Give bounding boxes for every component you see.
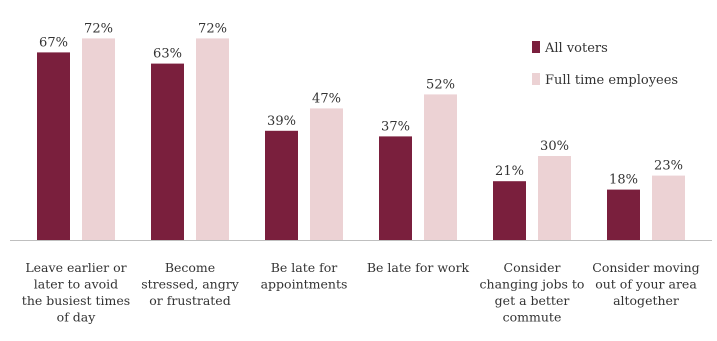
bar-full-time-employees-0 [82, 38, 115, 241]
value-label-all-voters-4: 21% [495, 164, 524, 179]
value-labels-group: 67% 72% 63% 72% 39% 47% 37% 52% 21% 30% 18% 23% [39, 21, 683, 187]
value-label-all-voters-1: 63% [153, 47, 182, 62]
value-label-full-time-employees-5: 23% [654, 159, 683, 174]
bar-all-voters-5 [607, 189, 640, 240]
value-label-full-time-employees-2: 47% [312, 91, 341, 106]
bar-all-voters-0 [37, 52, 70, 241]
legend: All voters Full time employees [532, 41, 678, 88]
bar-all-voters-4 [493, 181, 526, 240]
category-label-4: Consider changing jobs to get a better comm… [480, 260, 585, 325]
value-label-full-time-employees-4: 30% [540, 139, 569, 154]
value-label-full-time-employees-1: 72% [198, 21, 227, 36]
value-label-full-time-employees-3: 52% [426, 77, 455, 92]
bar-all-voters-2 [265, 130, 298, 240]
bar-full-time-employees-4 [538, 156, 571, 240]
category-label-3: Be late for work [367, 260, 470, 275]
bars-group [37, 38, 685, 241]
bar-all-voters-1 [151, 63, 184, 240]
bar-full-time-employees-1 [196, 38, 229, 241]
legend-label-full-time-employees: Full time employees [545, 73, 678, 88]
value-label-full-time-employees-0: 72% [84, 21, 113, 36]
category-labels-group: Leave earlier or later to avoid the busies… [22, 260, 700, 325]
value-label-all-voters-5: 18% [609, 173, 638, 188]
value-label-all-voters-0: 67% [39, 35, 68, 50]
bar-full-time-employees-3 [424, 94, 457, 241]
legend-swatch-all-voters [532, 41, 540, 53]
category-label-1: Become stressed, angry or frustrated [141, 260, 239, 308]
bar-all-voters-3 [379, 136, 412, 240]
bar-full-time-employees-5 [652, 175, 685, 240]
bar-full-time-employees-2 [310, 108, 343, 241]
legend-swatch-full-time-employees [532, 73, 540, 85]
value-label-all-voters-3: 37% [381, 119, 410, 134]
value-label-all-voters-2: 39% [267, 114, 296, 129]
category-label-2: Be late for appointments [261, 260, 348, 292]
category-label-0: Leave earlier or later to avoid the busies… [22, 260, 130, 325]
category-label-5: Consider moving out of your area altogethe… [592, 260, 699, 308]
legend-label-all-voters: All voters [544, 41, 608, 56]
